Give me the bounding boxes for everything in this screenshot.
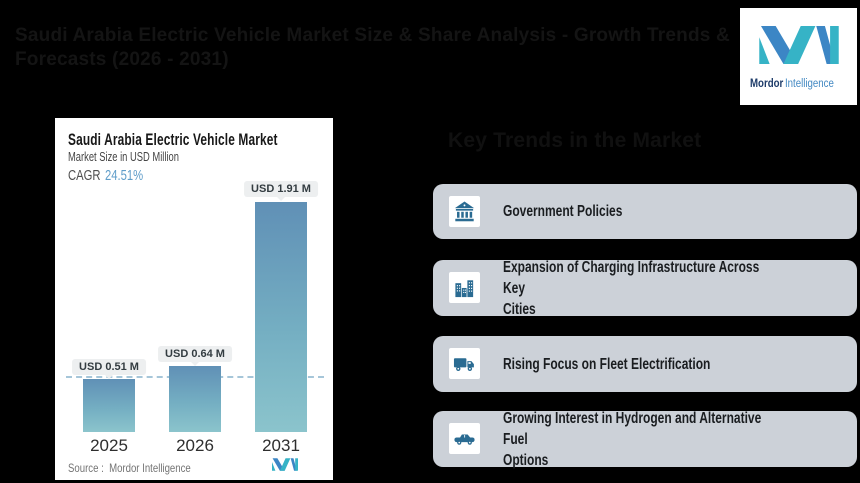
market-chart-card: Saudi Arabia Electric Vehicle Market Mar… bbox=[55, 118, 333, 480]
value-label-2031: USD 1.91 M bbox=[251, 183, 311, 195]
trend-card-fleet-electrification: Rising Focus on Fleet Electrification bbox=[433, 336, 857, 392]
city-buildings-icon bbox=[449, 272, 480, 303]
value-label-2026: USD 0.64 M bbox=[165, 348, 225, 360]
brand-name-bold: Mordor bbox=[750, 78, 784, 90]
fleet-truck-icon bbox=[449, 348, 480, 379]
year-label-2025: 2025 bbox=[90, 436, 128, 455]
bar-2025 bbox=[83, 379, 135, 432]
value-bubble-2025: USD 0.51 M bbox=[72, 359, 146, 379]
mordor-logo-icon bbox=[759, 26, 839, 64]
source-value: Mordor Intelligence bbox=[109, 461, 191, 475]
bar-2031 bbox=[255, 202, 307, 432]
value-label-2025: USD 0.51 M bbox=[79, 361, 139, 373]
chart-subtitle: Market Size in USD Million bbox=[68, 150, 179, 164]
cagr-row: CAGR 24.51% bbox=[68, 167, 143, 184]
source-row: Source : Mordor Intelligence bbox=[68, 461, 191, 475]
value-bubble-2026: USD 0.64 M bbox=[158, 346, 232, 366]
trends-heading: Key Trends in the Market bbox=[448, 129, 702, 152]
page-title: Saudi Arabia Electric Vehicle Market Siz… bbox=[15, 25, 730, 70]
chart-title: Saudi Arabia Electric Vehicle Market bbox=[68, 130, 278, 149]
government-building-icon bbox=[449, 196, 480, 227]
value-bubble-2031: USD 1.91 M bbox=[244, 181, 318, 201]
year-label-2031: 2031 bbox=[262, 436, 300, 455]
trend-label: Rising Focus on Fleet Electrification bbox=[503, 355, 711, 373]
trend-card-charging-infrastructure: Expansion of Charging Infrastructure Acr… bbox=[433, 259, 857, 318]
trend-label: Expansion of Charging Infrastructure Acr… bbox=[503, 258, 760, 318]
trend-label: Growing Interest in Hydrogen and Alterna… bbox=[503, 409, 762, 469]
bar-2026 bbox=[169, 366, 221, 432]
car-icon bbox=[449, 423, 480, 454]
trend-label: Government Policies bbox=[503, 203, 623, 220]
mordor-logo-card: Mordor Intelligence bbox=[740, 8, 857, 105]
cagr-label: CAGR bbox=[68, 167, 101, 184]
mordor-wordmark: Mordor Intelligence bbox=[750, 78, 834, 90]
mordor-logo-mini-icon bbox=[272, 458, 298, 471]
trend-card-hydrogen-alternative-fuel: Growing Interest in Hydrogen and Alterna… bbox=[433, 410, 857, 469]
trend-card-government-policies: Government Policies bbox=[433, 184, 857, 239]
source-label: Source : bbox=[68, 461, 104, 475]
brand-name-light: Intelligence bbox=[784, 78, 834, 90]
year-label-2026: 2026 bbox=[176, 436, 214, 455]
bar-chart-plot: USD 0.51 M USD 0.64 M USD 1.91 M 2025 20… bbox=[55, 118, 333, 455]
cagr-value: 24.51% bbox=[105, 167, 144, 184]
